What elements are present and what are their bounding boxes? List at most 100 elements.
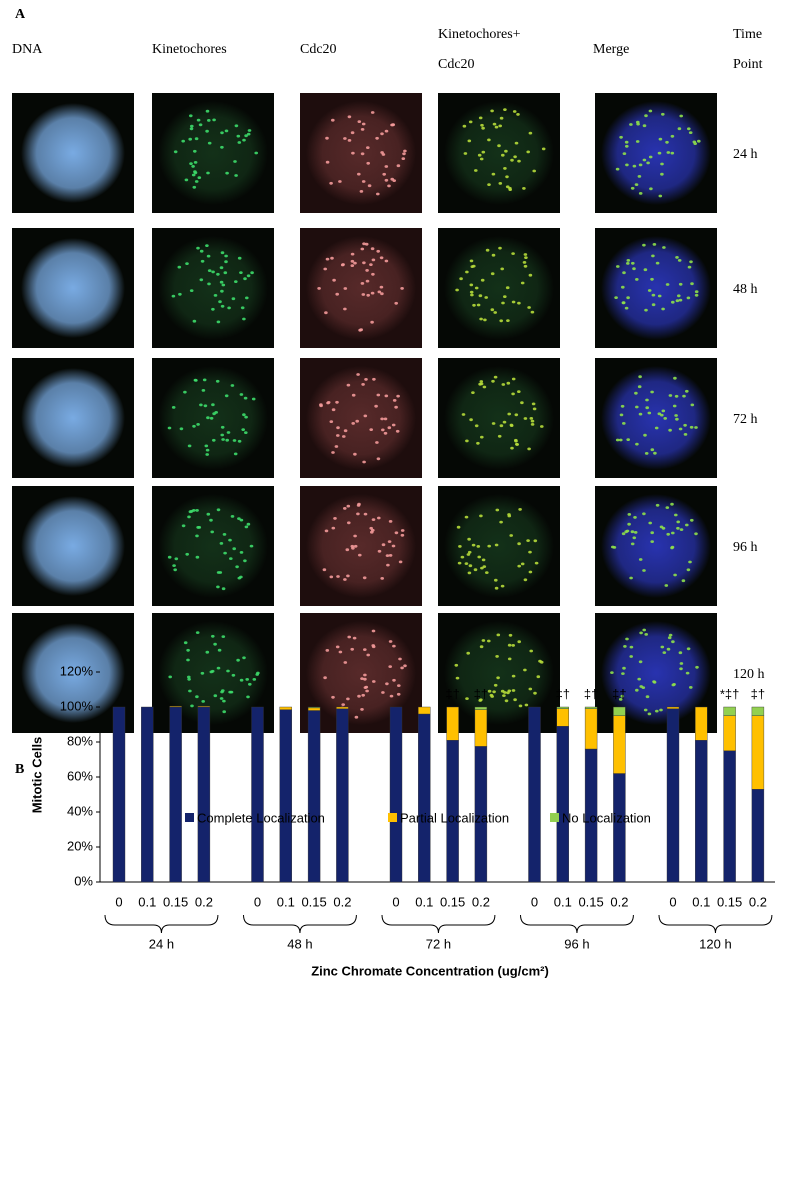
kinetochore-dot <box>172 564 176 567</box>
kinetochore-dot <box>360 708 364 711</box>
kinetochore-dot <box>216 666 221 670</box>
kinetochore-dot <box>347 139 352 142</box>
kinetochore-dot <box>379 256 384 260</box>
x-tick-label: 0 <box>254 894 261 909</box>
kinetochore-dot <box>479 514 483 518</box>
kinetochore-dot <box>500 267 505 271</box>
kinetochore-dot <box>673 573 677 577</box>
kinetochore-dot <box>387 540 392 543</box>
glow <box>444 101 554 205</box>
kinetochore-dot <box>223 551 227 555</box>
kinetochore-dot <box>236 134 241 138</box>
kinetochore-dot <box>193 171 198 175</box>
kinetochore-dot <box>375 441 379 444</box>
kinetochore-dot <box>353 534 357 538</box>
kinetochore-dot <box>364 685 369 689</box>
kinetochore-dot <box>361 180 366 183</box>
kinetochore-dot <box>650 531 654 535</box>
kinetochore-dot <box>210 669 215 673</box>
kinetochore-dot <box>487 183 491 187</box>
kinetochore-dot <box>518 704 523 708</box>
kinetochore-dot <box>622 422 626 425</box>
bar-segment <box>751 706 765 716</box>
kinetochore-dot <box>511 644 515 647</box>
kinetochore-dot <box>173 568 177 572</box>
kinetochore-dot <box>331 451 335 454</box>
kinetochore-dot <box>621 285 625 289</box>
kinetochore-dot <box>239 518 244 522</box>
kinetochore-dot <box>637 677 641 681</box>
kinetochore-dot <box>376 393 381 397</box>
kinetochore-dot <box>632 164 637 168</box>
kinetochore-dot <box>365 269 369 272</box>
kinetochore-dot <box>189 162 193 166</box>
kinetochore-dot <box>523 264 528 268</box>
kinetochore-dot <box>382 172 387 176</box>
kinetochore-dot <box>614 296 618 299</box>
kinetochore-dot <box>658 194 663 198</box>
kinetochore-dot <box>366 653 371 657</box>
kinetochore-dot <box>361 122 366 126</box>
kinetochore-dot <box>335 292 340 296</box>
kinetochore-dot <box>195 695 199 699</box>
kinetochore-dot <box>635 442 639 446</box>
x-tick-label: 0.15 <box>717 894 742 909</box>
kinetochore-dot <box>492 690 496 694</box>
kinetochore-dot <box>467 550 472 554</box>
kinetochore-dot <box>642 243 646 247</box>
kinetochore-dot <box>647 411 652 415</box>
kinetochore-dot <box>654 426 659 430</box>
bar-segment <box>336 706 349 709</box>
kinetochore-dot <box>224 254 228 258</box>
kinetochore-dot <box>497 434 502 438</box>
kinetochore-dot <box>690 403 695 407</box>
kinetochore-dot <box>211 307 215 311</box>
kinetochore-dot <box>200 671 205 675</box>
kinetochore-dot <box>177 265 182 269</box>
significance-label: ‡† <box>556 686 570 701</box>
kinetochore-dot <box>355 419 360 423</box>
kinetochore-dot <box>630 186 635 190</box>
kinetochore-dot <box>626 296 630 300</box>
kinetochore-dot <box>231 673 236 677</box>
kinetochore-dot <box>191 165 195 168</box>
kinetochore-dot <box>195 534 199 538</box>
kinetochore-dot <box>345 548 350 552</box>
kinetochore-dot <box>384 165 389 168</box>
kinetochore-dot <box>506 691 510 695</box>
column-header: DNA <box>12 42 43 57</box>
kinetochore-dot <box>638 660 643 664</box>
kinetochore-dot <box>324 529 329 533</box>
kinetochore-dot <box>677 127 682 131</box>
bar-segment <box>723 715 736 751</box>
bar-segment <box>613 773 626 883</box>
kinetochore-dot <box>353 544 358 548</box>
kinetochore-dot <box>517 301 521 305</box>
nucleus <box>21 368 125 468</box>
kinetochore-dot <box>245 296 249 300</box>
kinetochore-dot <box>511 300 516 304</box>
kinetochore-dot <box>202 378 207 382</box>
kinetochore-dot <box>332 278 336 282</box>
kinetochore-dot <box>396 164 401 168</box>
row-label: 48 h <box>733 282 758 297</box>
kinetochore-dot <box>627 513 632 516</box>
kinetochore-dot <box>363 673 367 677</box>
kinetochore-dot <box>361 293 366 296</box>
kinetochore-dot <box>213 294 218 297</box>
bar-segment <box>528 706 541 883</box>
glow <box>306 101 416 205</box>
kinetochore-dot <box>652 243 657 246</box>
kinetochore-dot <box>635 140 640 143</box>
kinetochore-dot <box>388 665 393 668</box>
kinetochore-dot <box>196 423 200 426</box>
kinetochore-dot <box>329 181 333 185</box>
kinetochore-dot <box>494 543 499 547</box>
kinetochore-dot <box>499 520 503 524</box>
kinetochore-dot <box>644 114 648 118</box>
kinetochore-dot <box>403 664 407 668</box>
kinetochore-dot <box>171 294 176 298</box>
kinetochore-dot <box>532 169 536 173</box>
kinetochore-dot <box>478 116 483 120</box>
row-label: 24 h <box>733 147 758 162</box>
